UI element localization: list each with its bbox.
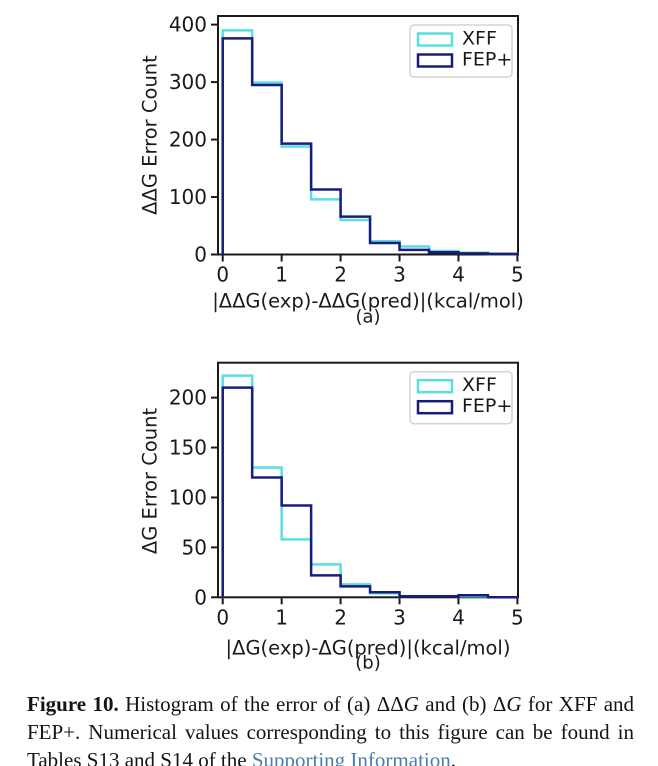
x-axis-label-b: |ΔG(exp)-ΔG(pred)|(kcal/mol): [225, 636, 511, 660]
y-axis-label-b: ΔG Error Count: [138, 407, 162, 555]
y-tick-label: 200: [169, 386, 207, 410]
y-axis-label-a: ΔΔG Error Count: [138, 55, 162, 215]
x-tick-label: 4: [452, 605, 465, 629]
caption-text: Histogram of the error of (a): [118, 692, 377, 716]
x-tick-label: 5: [511, 263, 524, 287]
x-tick-label: 1: [275, 605, 288, 629]
legend-swatch-fepplus: [416, 53, 454, 68]
caption-text: ΔΔ: [376, 692, 404, 716]
y-tick-label: 50: [182, 535, 207, 559]
y-tick-label: 0: [194, 243, 207, 267]
caption-text: .: [450, 748, 456, 766]
y-tick-label: 300: [169, 70, 207, 94]
x-tick-label: 3: [393, 263, 406, 287]
x-tick-label: 5: [511, 605, 524, 629]
series-fepplus: [221, 386, 518, 599]
legend-label: FEP+: [462, 49, 512, 71]
y-tick-label: 100: [169, 185, 207, 209]
x-tick-label: 0: [216, 605, 229, 629]
caption-text: for XFF and FEP+. Numerical values corre…: [27, 692, 635, 766]
legend-swatch-xff: [416, 32, 454, 47]
x-tick-label: 4: [452, 263, 465, 287]
x-axis-label-a: |ΔΔG(exp)-ΔΔG(pred)|(kcal/mol): [212, 289, 524, 313]
x-tick-label: 3: [393, 605, 406, 629]
y-tick-label: 150: [169, 436, 207, 460]
y-tick-label: 400: [169, 13, 207, 37]
panel-label-a: (a): [355, 306, 381, 328]
y-tick-label: 100: [169, 485, 207, 509]
plot-frame: [217, 15, 519, 256]
x-tick-label: 0: [216, 263, 229, 287]
x-tick-label: 1: [275, 263, 288, 287]
legend-swatch-xff: [416, 378, 454, 394]
supporting-information-link[interactable]: Supporting Information: [251, 748, 451, 766]
caption-text: Figure 10.: [27, 692, 119, 716]
figure-caption: Figure 10. Histogram of the error of (a)…: [27, 690, 634, 766]
legend-label: XFF: [462, 374, 497, 396]
plot-frame: [217, 361, 519, 599]
series-fepplus: [221, 37, 519, 256]
x-tick-label: 2: [334, 263, 347, 287]
y-tick-label: 200: [169, 128, 207, 152]
legend-swatch-fepplus: [416, 399, 454, 415]
legend-label: FEP+: [462, 395, 512, 417]
caption-text: G: [506, 692, 522, 716]
caption-text: and (b): [418, 692, 493, 716]
caption-text: Δ: [492, 692, 507, 716]
panel-label-b: (b): [355, 652, 381, 674]
legend-label: XFF: [462, 28, 497, 50]
y-tick-label: 0: [194, 585, 207, 609]
x-tick-label: 2: [334, 605, 347, 629]
caption-text: G: [403, 692, 419, 716]
